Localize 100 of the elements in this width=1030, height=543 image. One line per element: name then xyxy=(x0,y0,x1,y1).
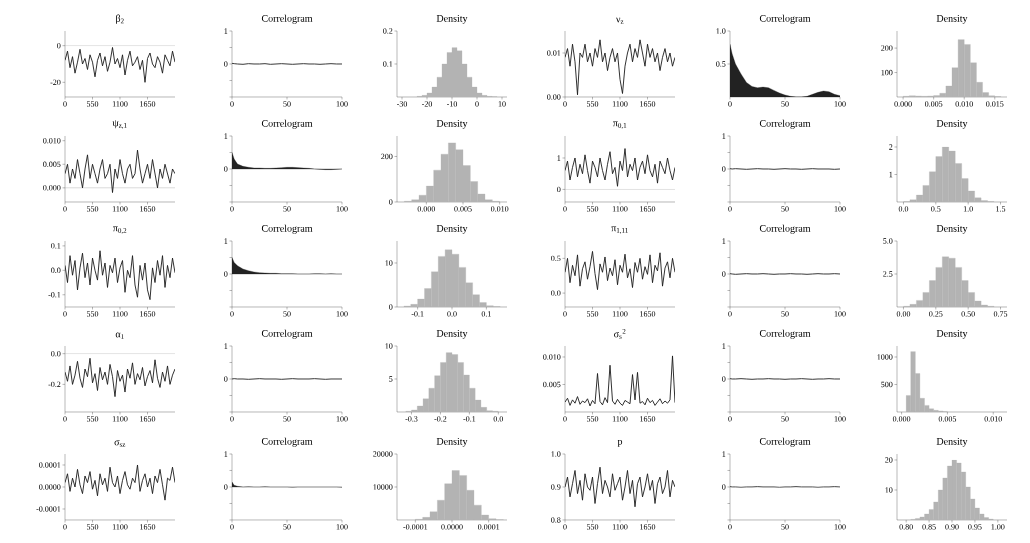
x-tick-label: 0.005 xyxy=(924,101,943,107)
x-tick-label: 0.005 xyxy=(454,206,472,212)
y-tick-label: 0.5 xyxy=(551,255,561,262)
y-tick-label: 1 xyxy=(722,343,726,349)
y-tick-label: 0.0 xyxy=(551,290,561,296)
x-tick-label: 1100 xyxy=(612,311,628,317)
y-tick-label: 500 xyxy=(881,381,893,388)
chart-title: Density xyxy=(436,120,468,129)
x-tick-label: 50 xyxy=(283,206,291,212)
x-tick-label: 0 xyxy=(63,524,67,530)
x-tick-label: 0 xyxy=(230,101,234,107)
x-tick-label: 50 xyxy=(283,311,291,317)
x-tick-label: -0.2 xyxy=(434,416,447,422)
x-tick-label: 1100 xyxy=(112,416,128,422)
x-tick-label: 550 xyxy=(586,206,599,212)
y-tick-label: 20 xyxy=(885,457,893,463)
x-tick-label: 0.0001 xyxy=(477,524,500,530)
chart-title: ν$_{z}$ xyxy=(615,17,624,24)
chart-title: α$_{1}$ xyxy=(115,332,124,339)
y-tick-label: 1.0 xyxy=(551,451,561,457)
y-tick-label: 0 xyxy=(224,484,228,490)
y-tick-label: 0 xyxy=(722,166,726,172)
chart-title: Density xyxy=(436,438,468,447)
x-tick-label: 100 xyxy=(834,206,846,212)
y-tick-label: 0.9 xyxy=(551,484,561,490)
y-tick-label: 0.8 xyxy=(551,517,561,523)
x-tick-label: 0.1 xyxy=(481,311,491,317)
chart-title: Density xyxy=(936,330,968,339)
x-tick-label: 550 xyxy=(86,311,99,317)
y-tick-label: 1 xyxy=(224,238,228,244)
x-tick-label: 0.85 xyxy=(922,524,936,530)
x-tick-label: 1100 xyxy=(112,101,128,107)
y-tick-label: 1 xyxy=(889,171,893,178)
y-tick-label: 0 xyxy=(722,376,726,382)
y-tick-label: 2 xyxy=(889,144,893,150)
y-tick-label: 0.0 xyxy=(51,350,61,357)
x-tick-label: 0 xyxy=(230,311,234,317)
x-tick-label: 100 xyxy=(834,101,846,107)
chart-title: Density xyxy=(436,15,468,24)
chart-title: Correlogram xyxy=(261,437,313,447)
x-tick-label: 550 xyxy=(86,416,99,422)
chart-title: Correlogram xyxy=(261,14,313,24)
x-tick-label: 0.0000 xyxy=(441,524,463,530)
y-tick-label: -0.0001 xyxy=(36,506,61,512)
chart-title: Correlogram xyxy=(759,329,811,339)
y-tick-label: 10 xyxy=(385,260,393,266)
x-tick-label: -0.3 xyxy=(405,416,418,422)
y-tick-label: 0.000 xyxy=(43,185,61,191)
x-tick-label: 100 xyxy=(336,311,348,317)
x-tick-label: 0.000 xyxy=(417,206,436,212)
chart-title: Density xyxy=(436,225,468,234)
x-tick-label: 0.95 xyxy=(968,524,982,530)
x-tick-label: 0.75 xyxy=(993,311,1008,317)
y-tick-label: 1 xyxy=(722,238,726,244)
x-tick-label: 0 xyxy=(728,524,732,530)
x-tick-label: 1100 xyxy=(612,101,628,107)
x-tick-label: 0 xyxy=(563,101,567,107)
y-tick-label: 1 xyxy=(224,28,228,34)
x-tick-label: 550 xyxy=(586,416,599,422)
x-tick-label: 0.0 xyxy=(493,416,504,422)
y-tick-label: 0 xyxy=(722,484,726,490)
x-tick-label: 0 xyxy=(563,524,567,530)
x-tick-label: 0 xyxy=(230,524,234,530)
y-tick-label: 200 xyxy=(381,153,393,160)
x-tick-label: 1650 xyxy=(640,101,656,107)
chart-title: π$_{1,11}$ xyxy=(611,226,628,234)
x-tick-label: 0.25 xyxy=(929,311,943,317)
x-tick-label: 100 xyxy=(336,206,348,212)
x-tick-label: 0 xyxy=(728,206,732,212)
x-tick-label: 1100 xyxy=(112,524,128,530)
x-tick-label: 0 xyxy=(230,416,234,422)
y-tick-label: 1.0 xyxy=(716,28,726,34)
x-tick-label: 0 xyxy=(563,311,567,317)
x-tick-label: -0.1 xyxy=(411,311,424,317)
y-tick-label: 0.0 xyxy=(51,267,61,274)
y-tick-label: 200 xyxy=(881,45,893,51)
chart-title: Correlogram xyxy=(261,119,313,129)
y-tick-label: -0.1 xyxy=(48,292,61,298)
x-tick-label: 100 xyxy=(336,101,348,107)
x-tick-label: 550 xyxy=(86,524,99,530)
x-tick-label: 550 xyxy=(86,206,99,212)
chart-title: p xyxy=(617,439,623,447)
chart-title: Density xyxy=(936,120,968,129)
x-tick-label: 0 xyxy=(63,311,67,317)
y-tick-label: 20000 xyxy=(373,451,393,457)
y-tick-label: 0.0001 xyxy=(39,462,61,468)
y-tick-label: 100 xyxy=(881,69,893,76)
y-tick-label: 0.01 xyxy=(547,50,561,56)
x-tick-label: 550 xyxy=(586,311,599,317)
y-tick-label: 1 xyxy=(224,343,228,349)
y-tick-label: 1 xyxy=(224,133,228,139)
chart-title: Correlogram xyxy=(759,14,811,24)
x-tick-label: 0.005 xyxy=(938,416,957,422)
x-tick-label: 0.80 xyxy=(899,524,913,530)
x-tick-label: 0 xyxy=(63,101,67,107)
x-tick-label: 0 xyxy=(728,101,732,107)
y-tick-label: 0.1 xyxy=(51,243,61,249)
x-tick-label: 1100 xyxy=(612,206,628,212)
x-tick-label: 1100 xyxy=(612,524,628,530)
y-tick-label: -0.2 xyxy=(48,381,61,388)
